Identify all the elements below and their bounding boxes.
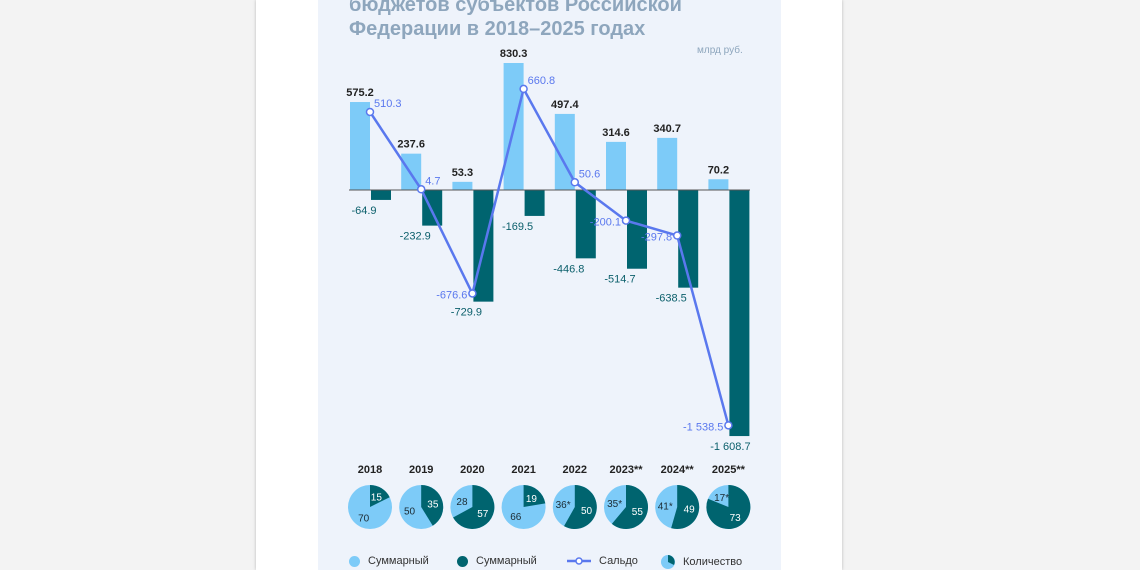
- saldo-label: -1 538.5: [683, 421, 723, 433]
- bar-light: [452, 181, 473, 190]
- bar-light: [350, 102, 370, 190]
- bar-dark-label: -514.7: [604, 274, 635, 286]
- bar-light-label: 53.3: [452, 167, 473, 179]
- bar-light-label: 314.6: [602, 127, 630, 139]
- legend-item-saldo: Сальдо: [567, 555, 638, 567]
- bar-light-label: 497.4: [551, 99, 579, 111]
- legend-label: Суммарный: [476, 555, 537, 567]
- saldo-point: [621, 216, 631, 225]
- pie-light-label: 28: [456, 497, 468, 508]
- legend-pie-icon: [661, 555, 675, 569]
- legend-line-icon: [567, 557, 591, 565]
- pie-dark-label: 15: [371, 493, 383, 504]
- bar-dark-label: -232.9: [400, 231, 431, 243]
- pie-year-label: 2018: [358, 464, 382, 476]
- pie-dark-label: 35: [427, 500, 439, 511]
- pie-year-label: 2024**: [661, 464, 695, 476]
- saldo-label: 660.8: [528, 75, 556, 87]
- pie-light-label: 17*: [714, 493, 729, 504]
- saldo-label: -297.8: [641, 232, 672, 244]
- unit-label: млрд руб.: [697, 45, 743, 56]
- pie-dark-label: 19: [526, 494, 538, 505]
- saldo-point: [416, 185, 426, 194]
- bar-dark: [678, 190, 699, 288]
- bar-dark: [575, 190, 596, 259]
- saldo-point: [570, 178, 580, 187]
- bar-light-label: 237.6: [397, 139, 425, 151]
- legend-label: Сальдо: [599, 555, 638, 567]
- bar-dark-label: -638.5: [656, 293, 687, 305]
- saldo-point: [724, 421, 733, 430]
- pie-light-label: 66: [510, 512, 522, 523]
- pie-dark-label: 50: [581, 506, 593, 517]
- bar-dark: [371, 190, 391, 200]
- bar-dark: [627, 190, 647, 269]
- bar-dark-label: -64.9: [351, 205, 376, 217]
- pie-dark-slice: [370, 485, 390, 507]
- legend-item-count: Количество: [661, 555, 742, 569]
- pie-dark-label: 57: [477, 509, 489, 520]
- pie-year-label: 2021: [511, 464, 535, 476]
- saldo-line: [368, 85, 730, 426]
- bar-light: [606, 141, 626, 190]
- bar-light-label: 70.2: [708, 164, 729, 176]
- bar-light-label: 575.2: [346, 87, 374, 99]
- bar-dark-label: -169.5: [502, 221, 533, 233]
- saldo-point: [468, 289, 477, 298]
- legend-item-light: Суммарный: [349, 555, 429, 567]
- saldo-label: -676.6: [436, 289, 467, 301]
- pie-light-label: 36*: [556, 500, 571, 511]
- pie-year-label: 2022: [563, 464, 587, 476]
- saldo-label: 4.7: [425, 175, 440, 187]
- legend-label: Количество: [683, 556, 743, 568]
- pie-dark-slice: [564, 485, 597, 529]
- pie-year-label: 2020: [460, 464, 484, 476]
- pie-dark-slice: [453, 485, 495, 529]
- bar-light-label: 830.3: [500, 48, 528, 60]
- pie-dark-slice: [523, 485, 546, 507]
- saldo-point: [365, 107, 375, 117]
- bar-dark-label: -729.9: [451, 307, 482, 319]
- legend-swatch-light: [349, 555, 360, 567]
- pie-dark-label: 73: [730, 513, 742, 524]
- pie-year-label: 2019: [409, 464, 433, 476]
- pie-dark-slice: [611, 485, 648, 530]
- saldo-label: -200.1: [590, 217, 621, 229]
- legend-swatch-dark: [457, 555, 468, 567]
- legend-item-dark: Суммарный: [457, 555, 537, 567]
- pie-dark-slice: [421, 485, 444, 526]
- pie-dark-slice: [706, 485, 751, 529]
- chart-panel: [318, 0, 781, 570]
- pie-year-label: 2023**: [609, 464, 643, 476]
- pie-dark-label: 55: [632, 507, 644, 518]
- pie-year-label: 2025**: [712, 464, 746, 476]
- saldo-point: [672, 231, 682, 240]
- pie-light-label: 35*: [607, 499, 622, 510]
- bar-light: [708, 179, 729, 190]
- bar-dark: [729, 190, 750, 437]
- chart-title: бюджетов субъектов Российской Федерации …: [349, 0, 682, 40]
- saldo-point: [519, 84, 528, 94]
- bar-dark: [524, 190, 545, 216]
- bar-dark-label: -446.8: [553, 263, 584, 275]
- pie-light-label: 50: [404, 506, 416, 517]
- pie-dark-slice: [671, 485, 700, 529]
- bar-dark-label: -1 608.7: [710, 441, 750, 453]
- pie-dark-label: 49: [684, 505, 696, 516]
- bar-light: [657, 137, 678, 190]
- pie-light-label: 70: [358, 513, 370, 524]
- saldo-label: 510.3: [374, 98, 402, 110]
- bar-light-label: 340.7: [653, 123, 681, 135]
- pie-light-label: 41*: [658, 501, 673, 512]
- saldo-label: 50.6: [579, 168, 600, 180]
- legend-label: Суммарный: [368, 555, 429, 567]
